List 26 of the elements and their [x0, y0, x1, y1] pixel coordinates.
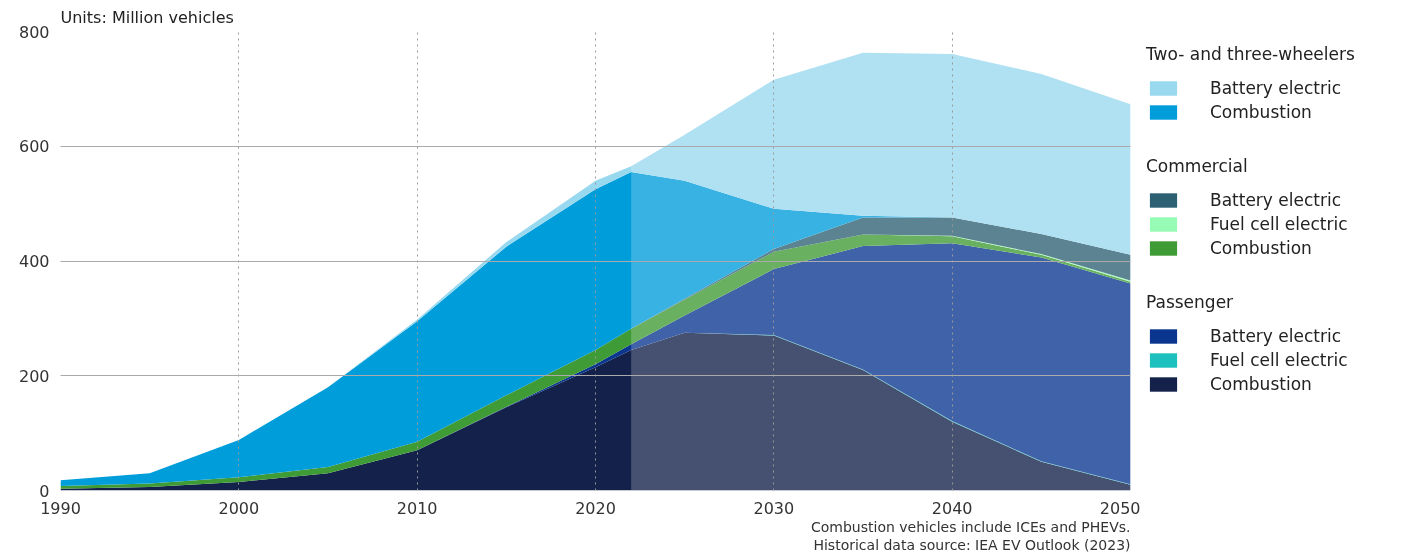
legend-label: Battery electric: [1210, 190, 1343, 210]
legend-label: Fuel cell electric: [1210, 350, 1349, 370]
text: Two- and three-wheelers: [1146, 44, 1355, 64]
legend-label: Combustion: [1210, 102, 1313, 122]
legend-label: Fuel cell electric: [1210, 214, 1349, 234]
y-axis-title: Units: Million vehicles: [60, 7, 234, 27]
x-tick-label: 2050: [1099, 498, 1141, 518]
legend-label: Combustion: [1210, 238, 1313, 258]
text: Commercial: [1146, 156, 1248, 176]
legend-label: Battery electric: [1210, 326, 1343, 346]
legend-label: Combustion: [1210, 374, 1313, 394]
y-tick-label: 200: [18, 366, 50, 386]
y-tick-label: 400: [18, 252, 50, 271]
text: Historical data source: IEA EV Outlook (2023): [813, 536, 1131, 552]
x-tick-label: 2010: [396, 498, 438, 518]
text: Passenger: [1146, 292, 1234, 312]
y-tick-label: 600: [18, 137, 50, 157]
x-tick-label: 2020: [575, 498, 616, 518]
x-tick-label: 2040: [931, 498, 973, 518]
legend-label: Battery electric: [1210, 78, 1343, 98]
x-tick-label: 2000: [218, 498, 260, 518]
x-tick-label: 2030: [753, 498, 795, 518]
x-tick-label: 1990: [40, 498, 81, 518]
y-tick-label: 800: [18, 22, 50, 42]
y-tick-label: 0: [39, 481, 50, 501]
text: Combustion vehicles include ICEs and PHEVs.: [811, 518, 1131, 535]
